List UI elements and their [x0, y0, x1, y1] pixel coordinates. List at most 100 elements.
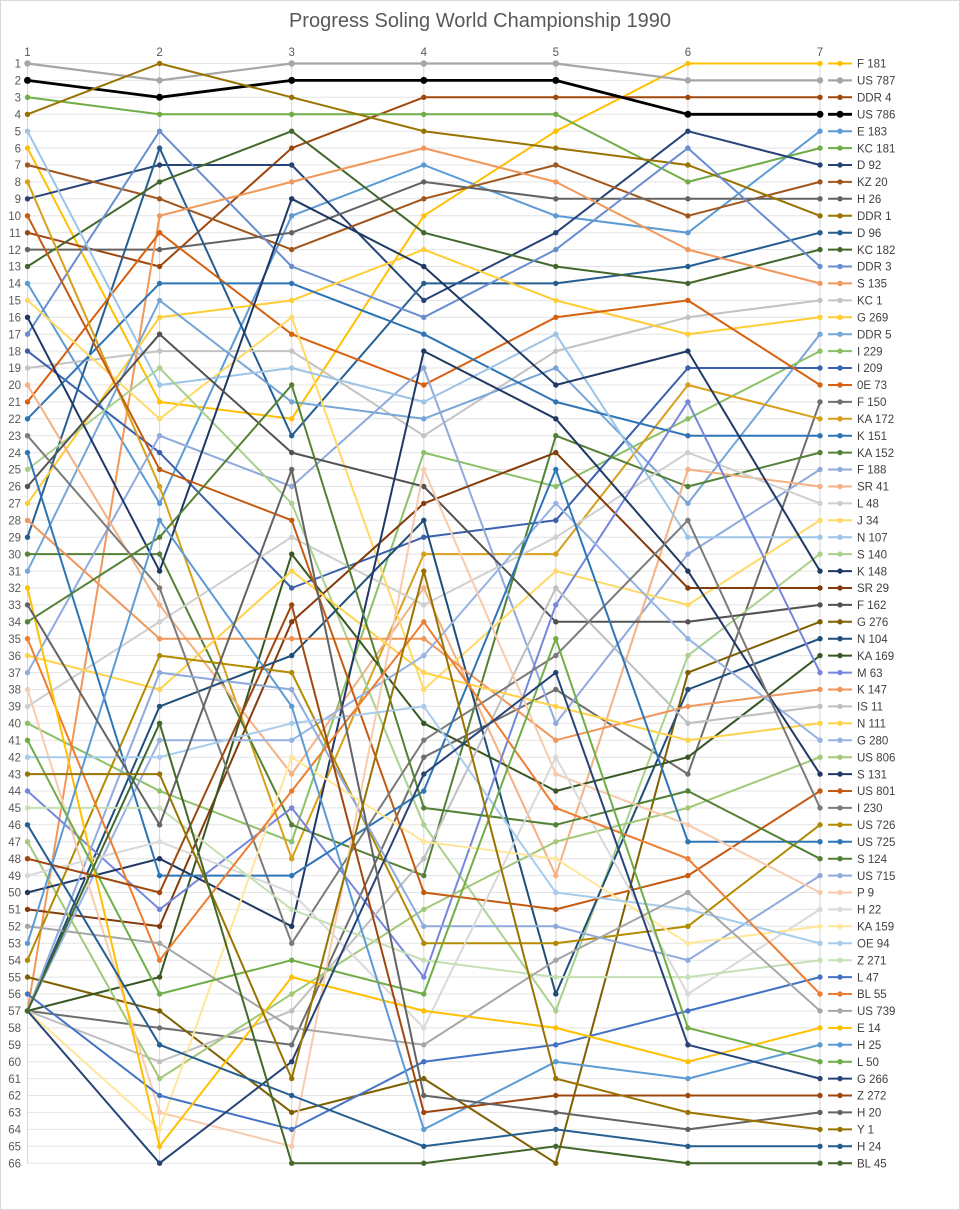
svg-text:9: 9	[15, 194, 21, 206]
svg-text:H 24: H 24	[857, 1142, 882, 1154]
svg-text:21: 21	[8, 397, 21, 409]
svg-text:37: 37	[8, 668, 21, 680]
svg-text:1: 1	[24, 47, 30, 59]
svg-text:S 140: S 140	[857, 549, 887, 561]
svg-text:US 739: US 739	[857, 1006, 895, 1018]
svg-text:51: 51	[8, 905, 21, 917]
svg-text:10: 10	[8, 211, 21, 223]
svg-text:57: 57	[8, 1006, 21, 1018]
svg-text:31: 31	[8, 566, 21, 578]
svg-text:K 148: K 148	[857, 566, 887, 578]
svg-text:J 34: J 34	[857, 516, 879, 528]
svg-text:G 269: G 269	[857, 313, 888, 325]
svg-text:1: 1	[15, 59, 21, 71]
svg-text:N 107: N 107	[857, 532, 888, 544]
svg-text:52: 52	[8, 922, 21, 934]
svg-text:DDR 5: DDR 5	[857, 329, 892, 341]
svg-text:DDR 3: DDR 3	[857, 262, 892, 274]
svg-text:KC 1: KC 1	[857, 296, 883, 308]
svg-text:30: 30	[8, 549, 21, 561]
svg-text:19: 19	[8, 363, 21, 375]
svg-text:F 181: F 181	[857, 59, 886, 71]
svg-text:0E 73: 0E 73	[857, 380, 887, 392]
svg-text:34: 34	[8, 617, 21, 629]
svg-text:F 150: F 150	[857, 397, 886, 409]
svg-text:N 104: N 104	[857, 634, 888, 646]
svg-text:I 230: I 230	[857, 803, 883, 815]
svg-text:16: 16	[8, 313, 21, 325]
svg-text:41: 41	[8, 735, 21, 747]
svg-text:BL 55: BL 55	[857, 989, 887, 1001]
svg-text:H 26: H 26	[857, 194, 881, 206]
svg-text:39: 39	[8, 702, 21, 714]
svg-text:DDR 4: DDR 4	[857, 93, 892, 105]
svg-text:L 48: L 48	[857, 499, 879, 511]
svg-text:28: 28	[8, 516, 21, 528]
svg-text:62: 62	[8, 1091, 21, 1103]
svg-text:54: 54	[8, 955, 21, 967]
svg-text:4: 4	[15, 110, 22, 122]
svg-text:P 9: P 9	[857, 888, 874, 900]
svg-text:K 151: K 151	[857, 431, 887, 443]
svg-text:53: 53	[8, 939, 21, 951]
svg-text:US 715: US 715	[857, 871, 895, 883]
svg-text:60: 60	[8, 1057, 21, 1069]
svg-text:US 787: US 787	[857, 76, 895, 88]
svg-text:L 47: L 47	[857, 972, 879, 984]
svg-text:BL 45: BL 45	[857, 1158, 887, 1170]
svg-text:DDR 1: DDR 1	[857, 211, 892, 223]
svg-text:6: 6	[685, 47, 691, 59]
svg-text:24: 24	[8, 448, 21, 460]
svg-text:18: 18	[8, 346, 21, 358]
svg-text:13: 13	[8, 262, 21, 274]
svg-text:17: 17	[8, 329, 21, 341]
svg-text:14: 14	[8, 279, 21, 291]
svg-text:K 147: K 147	[857, 685, 887, 697]
svg-text:KA 159: KA 159	[857, 922, 894, 934]
svg-text:G 280: G 280	[857, 735, 888, 747]
svg-text:55: 55	[8, 972, 21, 984]
svg-text:Y 1: Y 1	[857, 1125, 874, 1137]
svg-text:SR 41: SR 41	[857, 482, 889, 494]
svg-text:H 22: H 22	[857, 905, 881, 917]
svg-text:48: 48	[8, 854, 21, 866]
svg-text:US 726: US 726	[857, 820, 895, 832]
svg-text:11: 11	[9, 228, 21, 240]
svg-text:US 786: US 786	[857, 110, 895, 122]
svg-text:F 188: F 188	[857, 465, 886, 477]
svg-text:D 92: D 92	[857, 160, 881, 172]
svg-text:I 229: I 229	[857, 346, 883, 358]
svg-text:KA 172: KA 172	[857, 414, 894, 426]
svg-text:26: 26	[8, 482, 21, 494]
svg-text:42: 42	[8, 752, 21, 764]
svg-text:23: 23	[8, 431, 21, 443]
svg-text:Z 272: Z 272	[857, 1091, 886, 1103]
svg-text:G 266: G 266	[857, 1074, 888, 1086]
svg-text:Progress Soling World Champion: Progress Soling World Championship 1990	[289, 10, 671, 32]
svg-text:65: 65	[8, 1142, 21, 1154]
svg-text:5: 5	[553, 47, 559, 59]
svg-text:IS 11: IS 11	[857, 702, 883, 714]
svg-text:7: 7	[817, 47, 823, 59]
svg-text:2: 2	[156, 47, 162, 59]
svg-text:12: 12	[8, 245, 21, 257]
svg-text:32: 32	[8, 583, 21, 595]
svg-text:40: 40	[8, 719, 21, 731]
svg-text:36: 36	[8, 651, 21, 663]
svg-text:33: 33	[8, 600, 21, 612]
svg-text:35: 35	[8, 634, 21, 646]
svg-text:M 63: M 63	[857, 668, 883, 680]
svg-text:G 276: G 276	[857, 617, 888, 629]
svg-text:45: 45	[8, 803, 21, 815]
svg-text:E 14: E 14	[857, 1023, 881, 1035]
svg-text:KC 181: KC 181	[857, 143, 895, 155]
svg-text:E 183: E 183	[857, 126, 887, 138]
svg-text:US 801: US 801	[857, 786, 895, 798]
svg-text:59: 59	[8, 1040, 21, 1052]
svg-text:38: 38	[8, 685, 21, 697]
svg-text:27: 27	[8, 499, 21, 511]
svg-text:L 50: L 50	[857, 1057, 879, 1069]
svg-text:6: 6	[15, 143, 21, 155]
svg-text:56: 56	[8, 989, 21, 1001]
svg-text:8: 8	[15, 177, 21, 189]
